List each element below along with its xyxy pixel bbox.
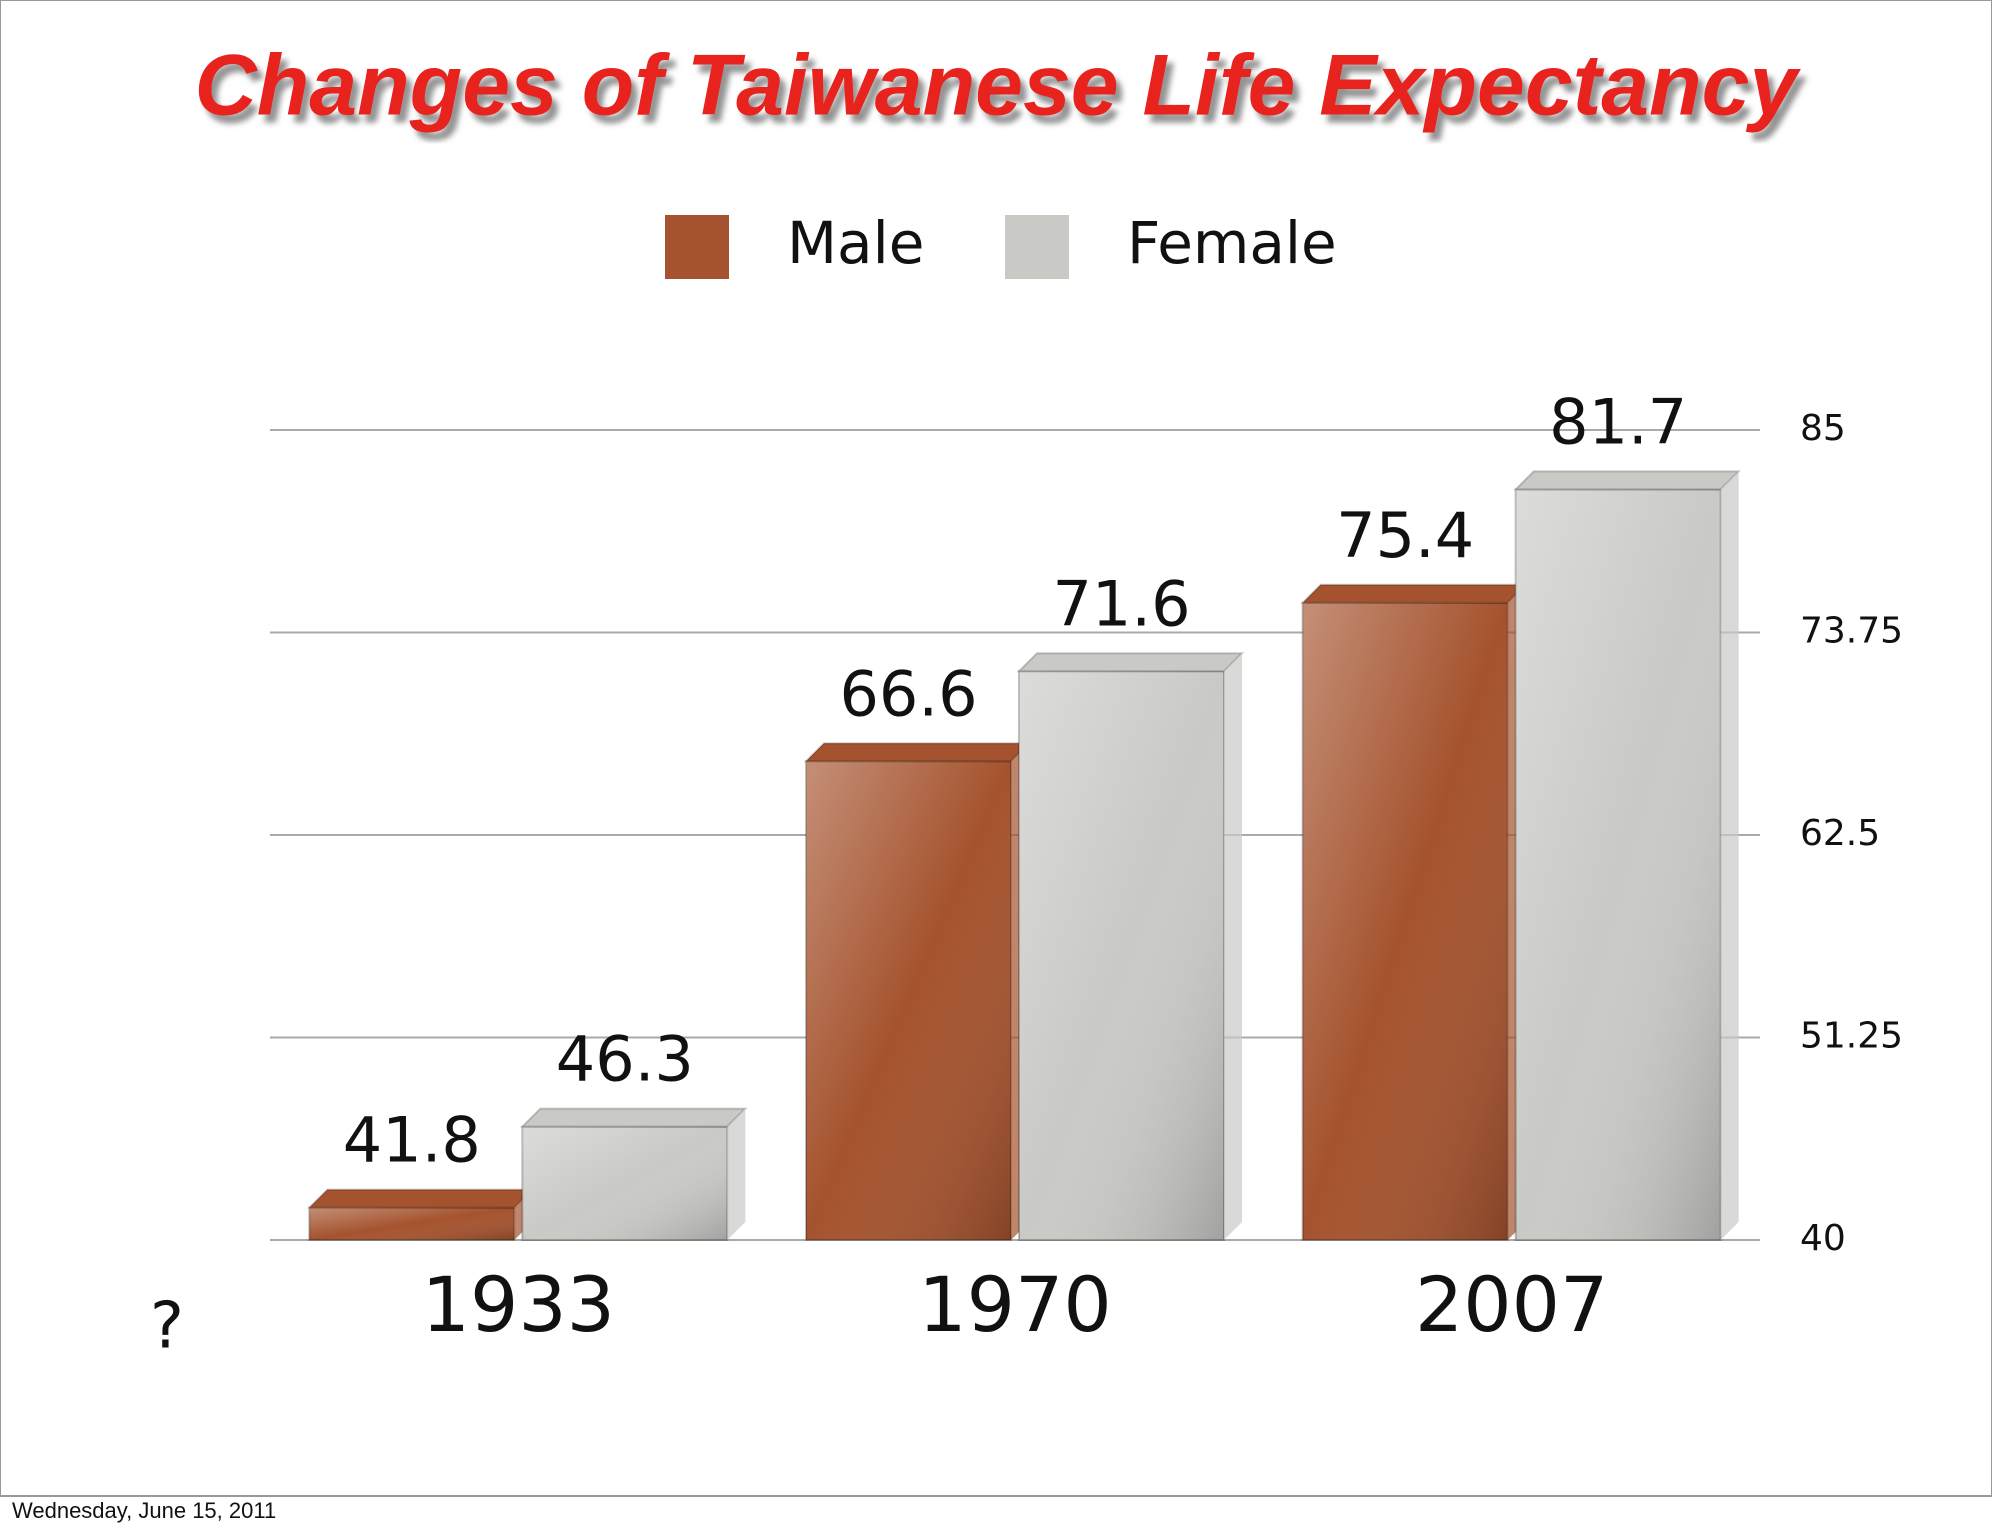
y-tick-label: 51.25 bbox=[1800, 1016, 1903, 1057]
bar-top bbox=[1300, 583, 1529, 604]
annotation: ? bbox=[150, 1290, 184, 1364]
value-label: 81.7 bbox=[1549, 385, 1687, 458]
bar-shine bbox=[806, 761, 1011, 1240]
legend-swatch bbox=[665, 215, 729, 279]
y-tick-label: 62.5 bbox=[1800, 813, 1880, 854]
bar-top bbox=[1016, 652, 1245, 673]
bar-top bbox=[1513, 470, 1742, 491]
legend-swatch bbox=[1005, 215, 1069, 279]
footer-date: Wednesday, June 15, 2011 bbox=[12, 1498, 276, 1523]
value-label: 66.6 bbox=[839, 657, 977, 730]
x-tick-label: 1933 bbox=[422, 1260, 615, 1349]
bar-top bbox=[306, 1188, 535, 1209]
y-tick-label: 40 bbox=[1800, 1218, 1846, 1259]
bar-side bbox=[1224, 653, 1242, 1240]
bar-shine bbox=[1515, 489, 1721, 1240]
bar-shine bbox=[309, 1207, 515, 1240]
legend-label: Female bbox=[1127, 209, 1337, 277]
bar-side bbox=[727, 1108, 746, 1240]
bar-shine bbox=[1302, 602, 1508, 1240]
y-tick-label: 85 bbox=[1800, 408, 1846, 449]
bar-top bbox=[803, 742, 1032, 763]
value-label: 71.6 bbox=[1052, 567, 1190, 640]
value-label: 75.4 bbox=[1336, 499, 1474, 572]
bar-shine bbox=[522, 1126, 728, 1240]
bar-side bbox=[1720, 471, 1739, 1240]
chart-title: Changes of Taiwanese Life Expectancy bbox=[195, 38, 1802, 134]
legend-label: Male bbox=[787, 209, 924, 277]
x-tick-label: 2007 bbox=[1415, 1260, 1608, 1349]
x-tick-label: 1970 bbox=[918, 1260, 1111, 1349]
value-label: 41.8 bbox=[343, 1104, 481, 1177]
y-tick-label: 73.75 bbox=[1800, 611, 1903, 652]
bar-top bbox=[519, 1107, 748, 1128]
bar-shine bbox=[1019, 671, 1224, 1240]
value-label: 46.3 bbox=[556, 1023, 694, 1096]
